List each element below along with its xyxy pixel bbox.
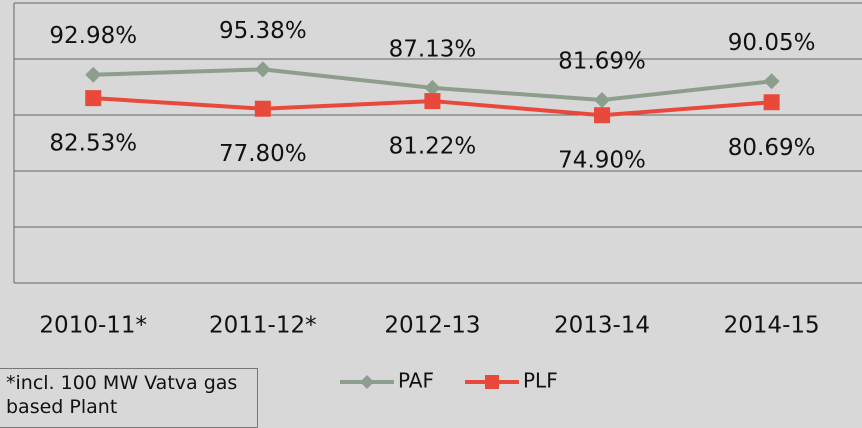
marker bbox=[424, 79, 441, 96]
data-label: 82.53% bbox=[49, 131, 137, 157]
x-tick-label: 2011-12* bbox=[209, 313, 317, 339]
data-label: 90.05% bbox=[728, 30, 816, 56]
x-tick-label: 2010-11* bbox=[39, 313, 147, 339]
data-label: 80.69% bbox=[728, 135, 816, 161]
marker bbox=[763, 73, 780, 90]
marker bbox=[763, 94, 780, 111]
footnote: *incl. 100 MW Vatva gas based Plant bbox=[0, 368, 258, 428]
data-label: 95.38% bbox=[219, 18, 307, 44]
legend-label: PAF bbox=[398, 369, 434, 393]
x-tick-label: 2012-13 bbox=[384, 313, 480, 339]
data-label: 77.80% bbox=[219, 141, 307, 167]
marker bbox=[424, 93, 441, 110]
data-label: 81.69% bbox=[558, 49, 646, 75]
x-tick-label: 2014-15 bbox=[724, 313, 820, 339]
marker bbox=[85, 90, 102, 107]
data-label: 87.13% bbox=[389, 36, 477, 62]
marker bbox=[594, 92, 611, 109]
data-label: 81.22% bbox=[389, 134, 477, 160]
data-label: 74.90% bbox=[558, 148, 646, 174]
legend-marker bbox=[485, 375, 499, 389]
marker bbox=[594, 107, 611, 124]
legend-marker bbox=[360, 375, 374, 389]
chart: 2010-11* 2011-12* 2012-13 2013-14 2014-15 92.… bbox=[13, 2, 862, 393]
x-tick-label: 2013-14 bbox=[554, 313, 650, 339]
marker bbox=[254, 61, 271, 78]
legend-label: PLF bbox=[523, 369, 558, 393]
data-label: 92.98% bbox=[49, 23, 137, 49]
marker bbox=[254, 100, 271, 117]
marker bbox=[85, 66, 102, 83]
